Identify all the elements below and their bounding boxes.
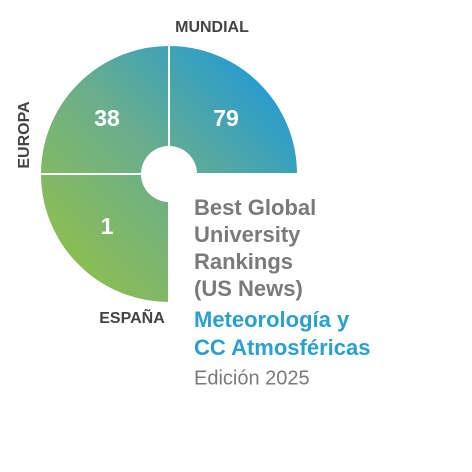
segment-label: EUROPA (16, 101, 33, 169)
segment-value: 38 (94, 105, 120, 131)
segment-value: 1 (101, 213, 114, 239)
subject-line: CC Atmosféricas (194, 335, 370, 360)
segment-label: ESPAÑA (99, 307, 165, 327)
segment-label: MUNDIAL (175, 19, 249, 36)
title-line: Best Global (194, 195, 316, 220)
title-line: Rankings (194, 249, 293, 274)
subject-line: Meteorología y (194, 307, 350, 332)
segment-value: 79 (213, 105, 239, 131)
hole (141, 146, 197, 202)
segment-mundial (168, 43, 300, 175)
segment-europa (38, 43, 170, 175)
segment-espana (38, 173, 170, 305)
ring (38, 43, 300, 305)
title-line: (US News) (194, 276, 303, 301)
edition: Edición 2025 (194, 367, 310, 389)
title-line: University (194, 222, 301, 247)
